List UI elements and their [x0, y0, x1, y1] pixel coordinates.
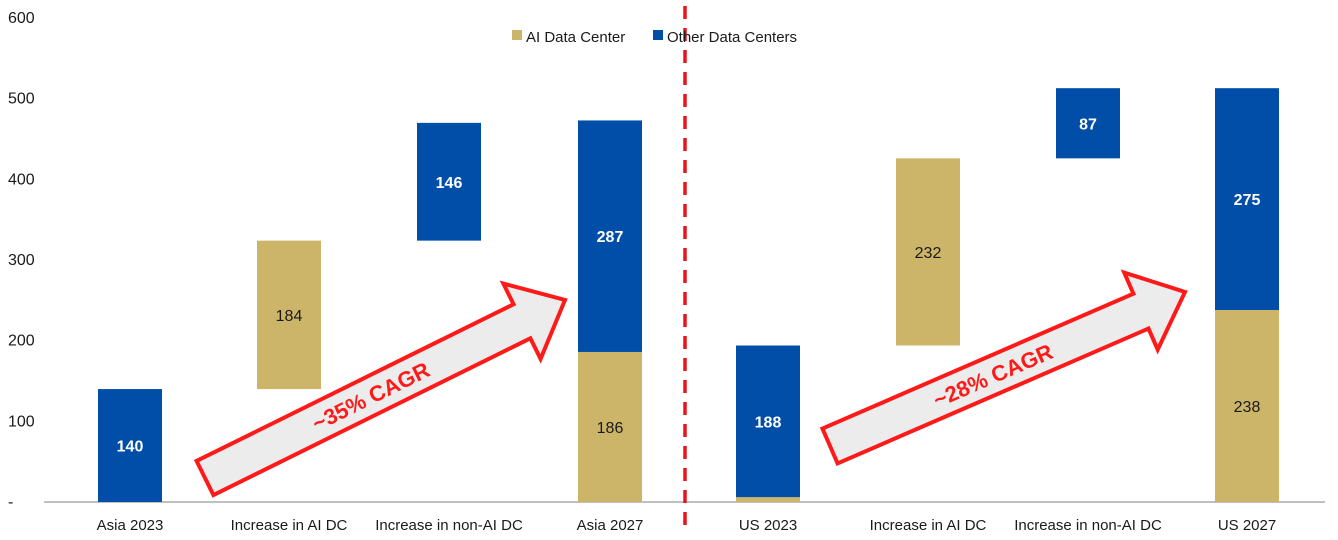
- category-label: Increase in AI DC: [231, 517, 348, 534]
- data-labels: 184 186 232 238 140 146 287 188 87 275: [117, 116, 1261, 455]
- data-label: 87: [1079, 116, 1097, 133]
- bar-other-data-centers: [417, 122, 481, 241]
- bar-other-data-centers: [578, 120, 642, 352]
- data-label: 275: [1234, 192, 1261, 209]
- y-tick-label: 400: [8, 171, 35, 188]
- y-tick-label: -: [8, 494, 13, 511]
- data-label: 140: [117, 439, 144, 456]
- cagr-arrow-shape: [193, 280, 568, 498]
- y-axis: - 100 200 300 400 500 600: [8, 10, 1325, 511]
- bars: [98, 88, 1279, 502]
- bar-ai-data-center: [736, 497, 800, 502]
- bar-ai-data-center: [896, 158, 960, 346]
- bar-other-data-centers: [98, 389, 162, 502]
- category-label: Increase in non-AI DC: [375, 517, 523, 534]
- y-tick-label: 100: [8, 413, 35, 430]
- bar-other-data-centers: [736, 345, 800, 498]
- bar-other-data-centers: [1056, 88, 1120, 159]
- cagr-arrow-shape: [819, 269, 1188, 467]
- category-label: Increase in AI DC: [870, 517, 987, 534]
- legend-swatch-other-data-centers: [653, 30, 663, 40]
- data-label: 146: [436, 175, 463, 192]
- cagr-arrow: ~28% CAGR: [819, 269, 1188, 467]
- legend: AI Data Center Other Data Centers: [512, 29, 797, 46]
- bar-ai-data-center: [257, 240, 321, 390]
- cagr-arrows: ~35% CAGR ~28% CAGR: [193, 269, 1188, 498]
- bar-ai-data-center: [578, 351, 642, 502]
- data-label: 238: [1234, 399, 1261, 416]
- category-label: Asia 2023: [97, 517, 164, 534]
- cagr-arrow: ~35% CAGR: [193, 280, 568, 498]
- legend-label-other-data-centers: Other Data Centers: [667, 29, 797, 46]
- category-label: US 2027: [1218, 517, 1276, 534]
- y-tick-label: 600: [8, 10, 35, 27]
- y-tick-label: 500: [8, 91, 35, 108]
- category-labels: Asia 2023 Increase in AI DC Increase in no…: [97, 517, 1277, 534]
- data-label: 232: [915, 245, 942, 262]
- legend-swatch-ai-data-center: [512, 30, 522, 40]
- bar-other-data-centers: [1215, 88, 1279, 311]
- data-label: 184: [276, 308, 303, 325]
- legend-label-ai-data-center: AI Data Center: [526, 29, 625, 46]
- category-label: US 2023: [739, 517, 797, 534]
- y-tick-label: 200: [8, 333, 35, 350]
- category-label: Asia 2027: [577, 517, 644, 534]
- category-label: Increase in non-AI DC: [1014, 517, 1162, 534]
- y-tick-label: 300: [8, 252, 35, 269]
- bar-ai-data-center: [1215, 310, 1279, 502]
- data-label: 188: [755, 414, 782, 431]
- data-label: 287: [597, 229, 624, 246]
- data-label: 186: [597, 420, 624, 437]
